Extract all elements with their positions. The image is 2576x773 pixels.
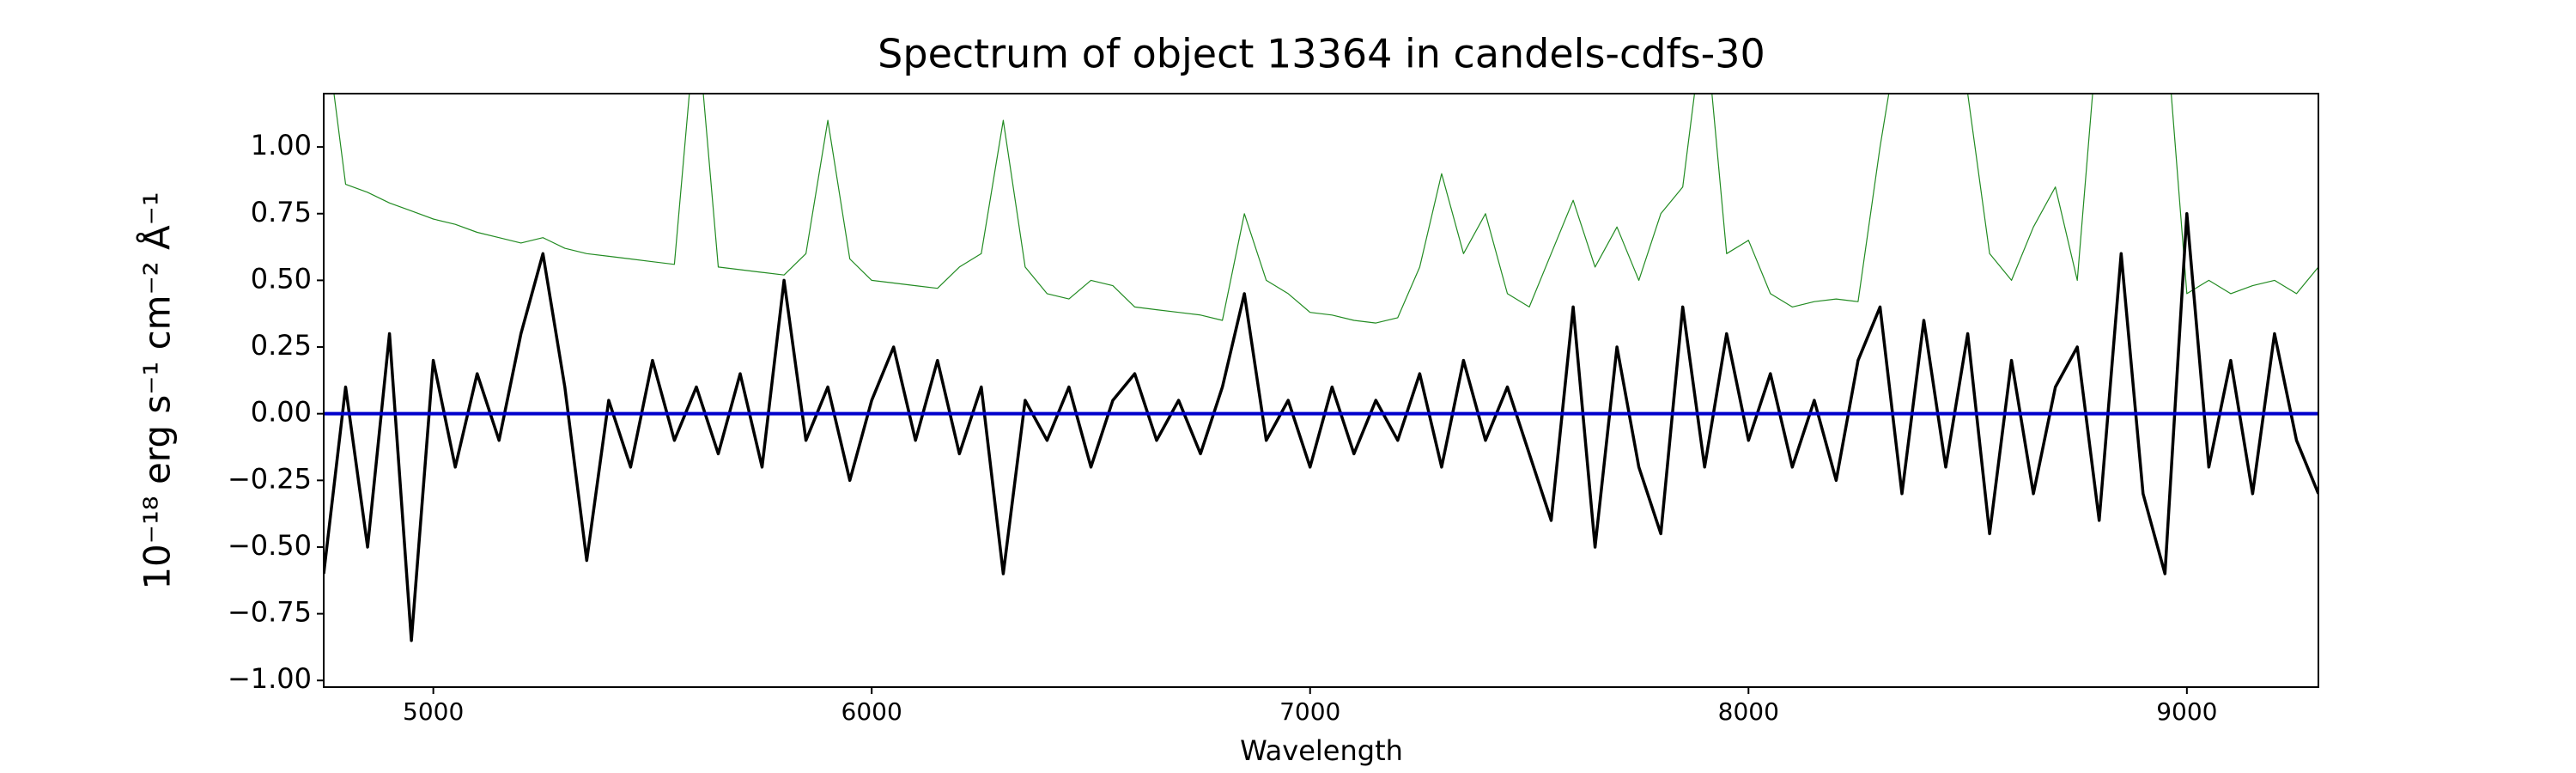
- y-tick-label: 1.00: [251, 129, 312, 161]
- x-tick-label: 6000: [841, 697, 902, 726]
- x-tick-label: 7000: [1279, 697, 1340, 726]
- x-tick-label: 5000: [403, 697, 464, 726]
- y-tick-label: −1.00: [228, 662, 312, 695]
- y-tick-label: 0.75: [251, 196, 312, 228]
- y-tick-label: −0.25: [228, 462, 312, 495]
- plot-frame: [323, 93, 2319, 688]
- y-tick-label: −0.50: [228, 529, 312, 562]
- spectrum-line: [333, 94, 2318, 324]
- x-axis-label: Wavelength: [1240, 734, 1403, 767]
- y-tick-label: 0.50: [251, 262, 312, 295]
- y-tick-label: −0.75: [228, 596, 312, 629]
- chart-title: Spectrum of object 13364 in candels-cdfs…: [878, 31, 1765, 77]
- y-axis-label: 10⁻¹⁸ erg s⁻¹ cm⁻² Å⁻¹: [136, 192, 179, 589]
- x-tick-label: 8000: [1718, 697, 1779, 726]
- plot-area: [324, 94, 2318, 642]
- y-tick-label: 0.00: [251, 396, 312, 429]
- y-tick-label: 0.25: [251, 329, 312, 362]
- spectrum-line: [324, 212, 2318, 642]
- x-tick-label: 9000: [2156, 697, 2217, 726]
